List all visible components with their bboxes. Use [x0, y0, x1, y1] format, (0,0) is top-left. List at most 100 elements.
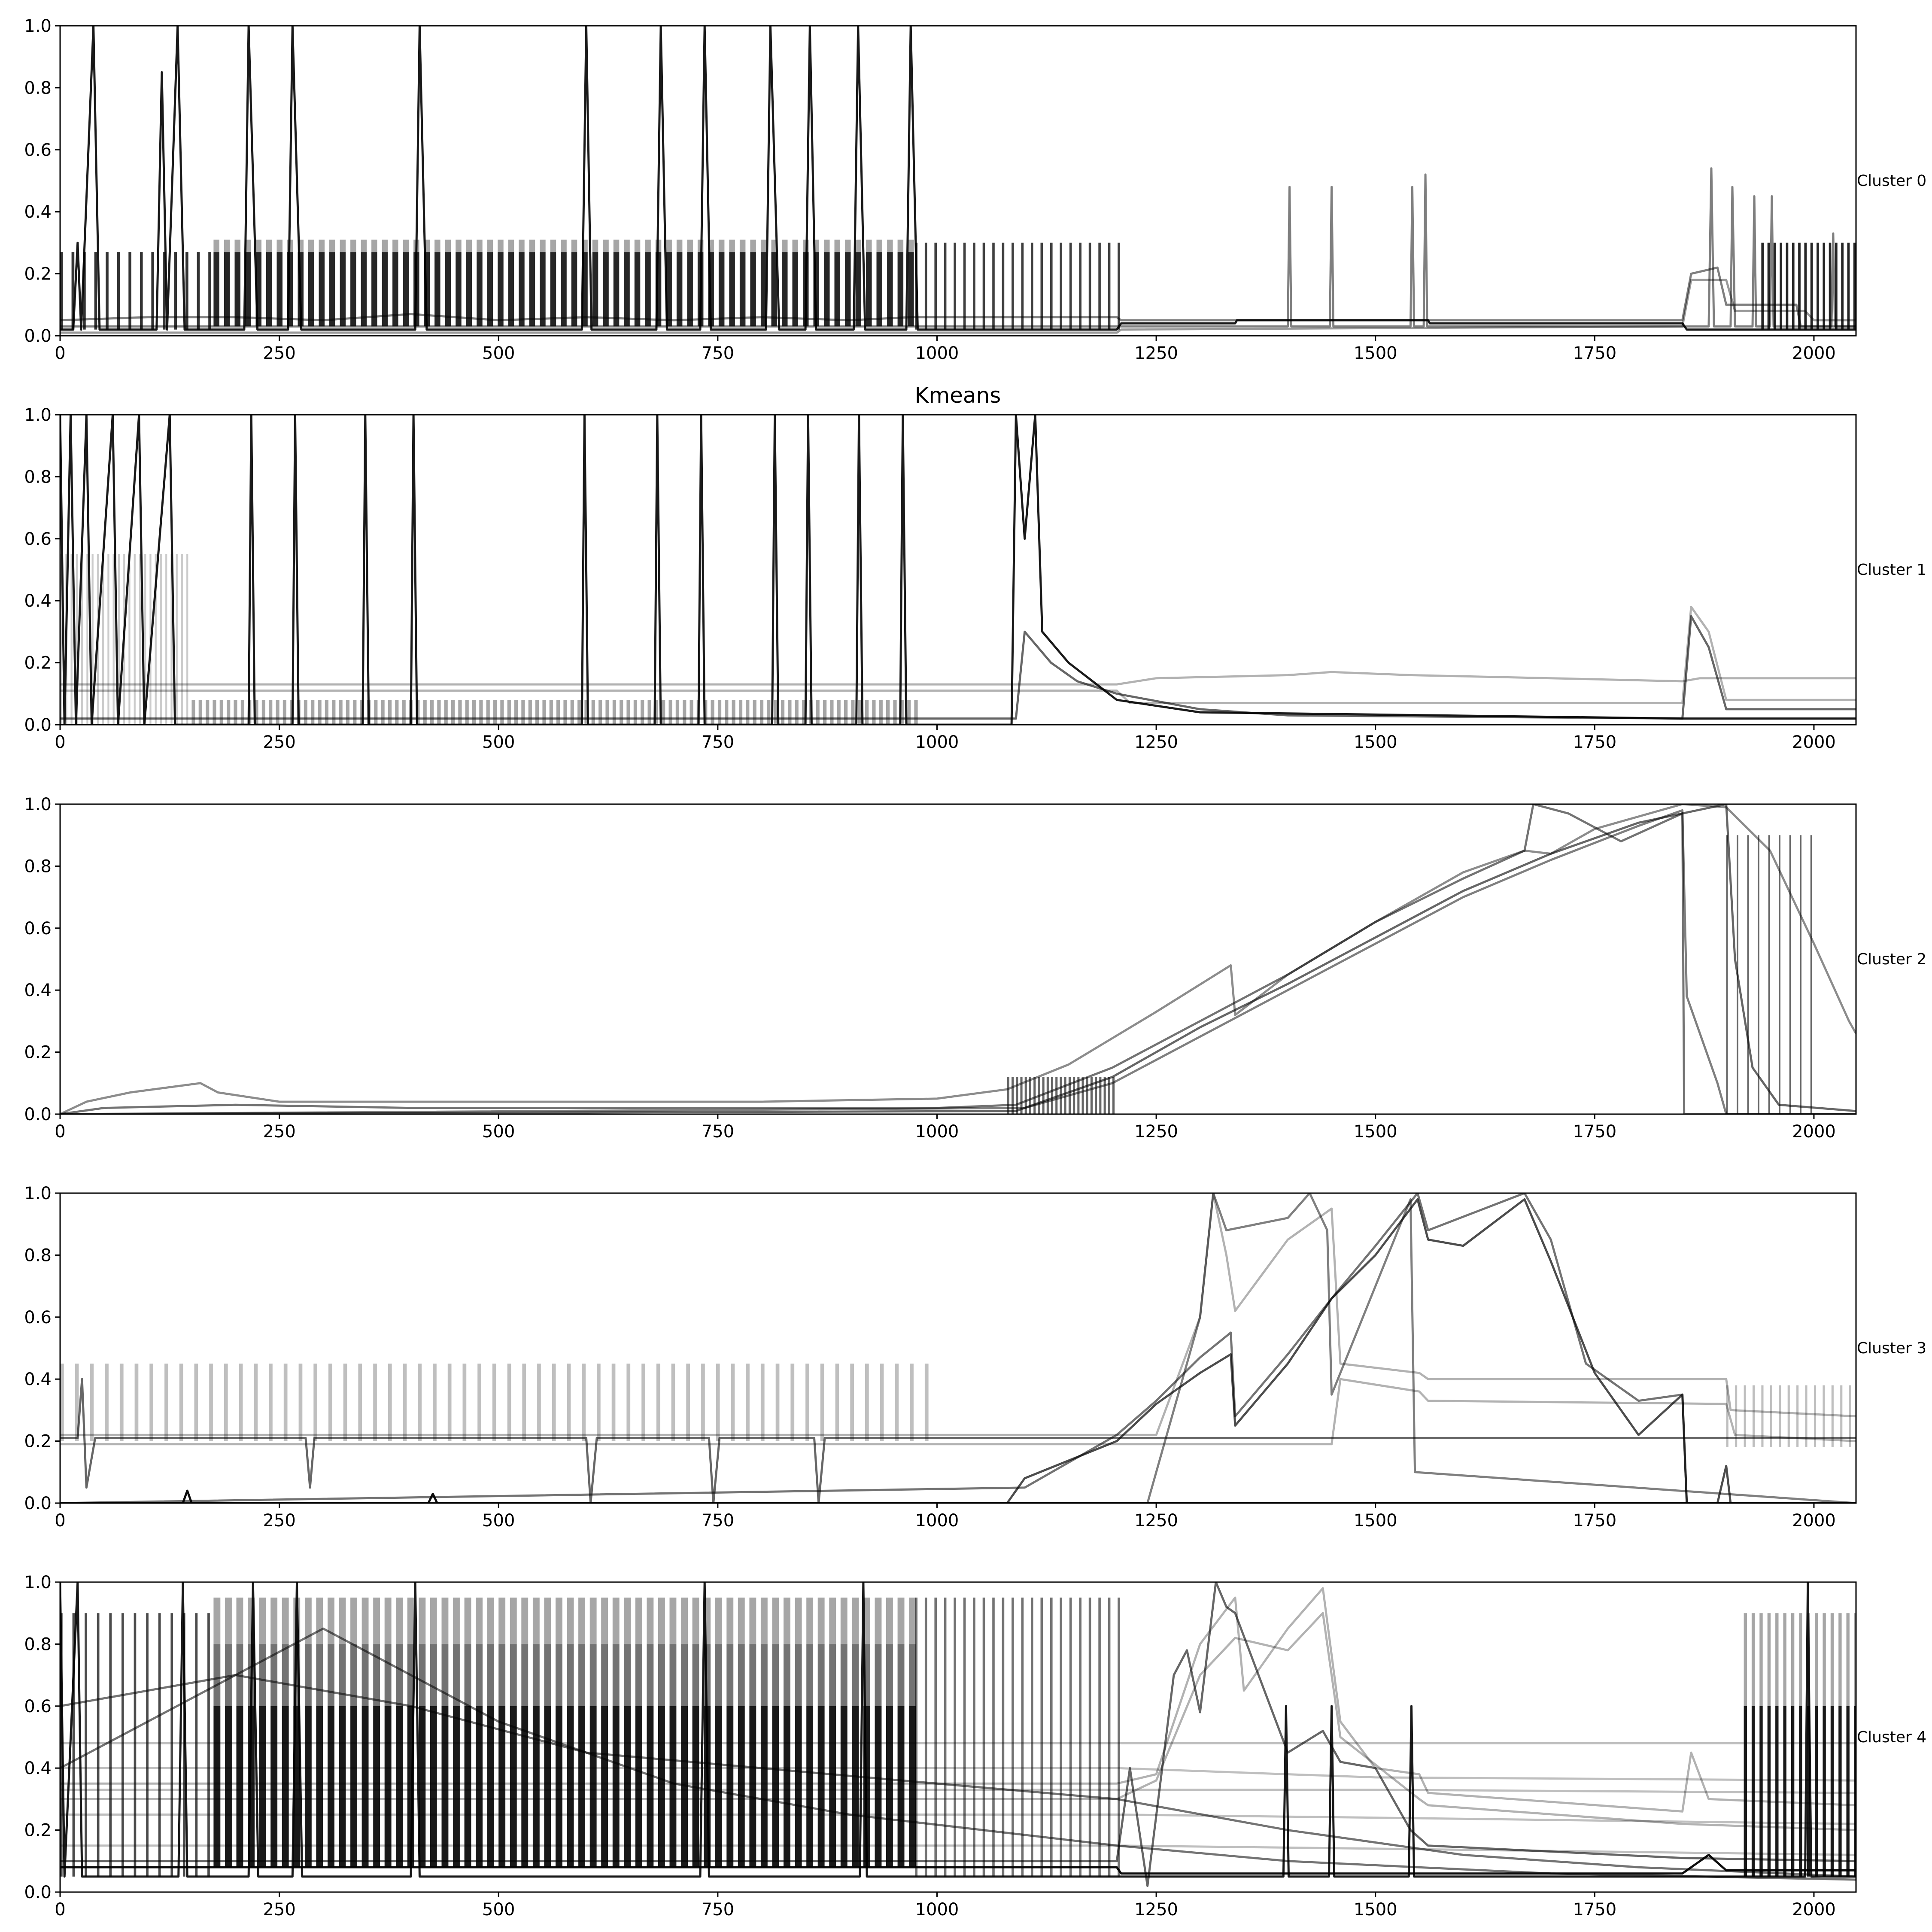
- x-tick-label: 1250: [1134, 1122, 1178, 1142]
- x-tick-label: 500: [482, 343, 515, 363]
- y-tick-label: 0.0: [24, 1883, 52, 1902]
- series-line: [60, 804, 1856, 1114]
- x-tick-label: 0: [55, 732, 65, 752]
- x-tick-label: 1500: [1354, 732, 1397, 752]
- series-line: [60, 1489, 1856, 1503]
- x-tick-label: 1000: [915, 1900, 959, 1920]
- x-tick-label: 750: [702, 1900, 734, 1920]
- y-tick-label: 0.8: [24, 1245, 52, 1265]
- y-tick-label: 1.0: [24, 795, 52, 814]
- y-tick-label: 0.6: [24, 1308, 52, 1327]
- series-line: [60, 1582, 1856, 1878]
- x-tick-label: 250: [263, 343, 295, 363]
- series-line: [60, 671, 1856, 686]
- x-tick-label: 1500: [1354, 1511, 1397, 1531]
- series-line: [60, 1193, 1856, 1436]
- y-tick-label: 0.4: [24, 591, 52, 611]
- series-line: [60, 1193, 1856, 1503]
- cluster-label: Cluster 3: [1857, 1340, 1926, 1357]
- axes-frame: [59, 1192, 1857, 1504]
- y-tick-label: 0.4: [24, 1759, 52, 1778]
- x-tick-label: 250: [263, 732, 295, 752]
- plot-area: [60, 415, 1856, 725]
- cluster-label: Cluster 1: [1857, 561, 1926, 579]
- series-line: [60, 1587, 1856, 1813]
- spike-band: [1744, 1706, 1856, 1877]
- series-line: [60, 1767, 1856, 1782]
- spike-band: [915, 243, 1120, 330]
- y-tick-label: 0.2: [24, 653, 52, 673]
- series-line: [60, 1789, 1856, 1794]
- y-tick-label: 0.8: [24, 78, 52, 98]
- x-tick-label: 1500: [1354, 1122, 1397, 1142]
- series-line: [60, 1193, 1856, 1503]
- series-line: [60, 1612, 1856, 1832]
- y-tick-label: 0.6: [24, 529, 52, 549]
- x-tick-label: 2000: [1792, 1900, 1836, 1920]
- x-tick-label: 0: [55, 1511, 65, 1531]
- axes-frame: [59, 25, 1857, 337]
- x-tick-label: 1000: [915, 1122, 959, 1142]
- cluster-label: Cluster 2: [1857, 951, 1926, 968]
- x-tick-label: 1500: [1354, 1900, 1397, 1920]
- x-tick-label: 2000: [1792, 1122, 1836, 1142]
- x-tick-label: 1250: [1134, 1511, 1178, 1531]
- cluster-panel: 0 250 500 750 1000 1250 1500 1750 2000 0.0 0.2 0.4 0…: [24, 795, 1926, 1142]
- y-tick-label: 0.2: [24, 1043, 52, 1063]
- y-tick-label: 0.0: [24, 326, 52, 346]
- x-tick-label: 2000: [1792, 1511, 1836, 1531]
- spike-band: [60, 1613, 210, 1877]
- spike-band: [213, 240, 914, 252]
- series-line: [60, 1198, 1856, 1503]
- plot-area: [60, 804, 1856, 1114]
- x-tick-label: 1000: [915, 1511, 959, 1531]
- series-line: [60, 1853, 1856, 1875]
- y-tick-label: 0.4: [24, 202, 52, 222]
- cluster-label: Cluster 0: [1857, 172, 1926, 190]
- y-tick-label: 0.0: [24, 1494, 52, 1513]
- cluster-panel: 0 250 500 750 1000 1250 1500 1750 2000 0.0 0.2 0.4 0…: [24, 1573, 1926, 1920]
- series-line: [60, 809, 1856, 1114]
- series-line: [60, 804, 1856, 1114]
- x-tick-label: 1250: [1134, 1900, 1178, 1920]
- x-tick-label: 750: [702, 1122, 734, 1142]
- series-line: [60, 1814, 1856, 1825]
- spike-band: [213, 252, 914, 327]
- x-tick-label: 500: [482, 1900, 515, 1920]
- y-tick-label: 0.2: [24, 264, 52, 284]
- y-tick-label: 0.6: [24, 1697, 52, 1716]
- spike-band: [1726, 835, 1812, 1114]
- x-tick-label: 1750: [1573, 1511, 1616, 1531]
- x-tick-label: 250: [263, 1511, 295, 1531]
- x-tick-label: 1750: [1573, 343, 1616, 363]
- plot-area: [60, 26, 1856, 334]
- series-line: [60, 167, 1856, 328]
- plot-area: [60, 1193, 1856, 1503]
- y-tick-label: 0.4: [24, 1370, 52, 1389]
- y-tick-label: 0.6: [24, 140, 52, 160]
- x-tick-label: 0: [55, 1122, 65, 1142]
- y-tick-label: 0.6: [24, 919, 52, 939]
- spike-band: [915, 1598, 1120, 1877]
- figure-title: Kmeans: [915, 383, 1001, 408]
- x-tick-label: 250: [263, 1122, 295, 1142]
- series-line: [60, 804, 1856, 1114]
- cluster-panel: 0 250 500 750 1000 1250 1500 1750 2000 0.0 0.2 0.4 0…: [24, 1184, 1926, 1531]
- cluster-label: Cluster 4: [1857, 1728, 1926, 1746]
- spike-band: [213, 1598, 916, 1644]
- series-line: [60, 26, 1856, 331]
- y-tick-label: 1.0: [24, 16, 52, 36]
- spike-band: [1726, 1385, 1851, 1447]
- cluster-panel: 0 250 500 750 1000 1250 1500 1750 2000 0.0 0.2 0.4 0…: [24, 405, 1926, 752]
- x-tick-label: 0: [55, 343, 65, 363]
- y-tick-label: 0.2: [24, 1821, 52, 1841]
- spike-band: [1744, 1613, 1856, 1706]
- spike-band: [60, 1364, 929, 1441]
- cluster-panel: 0 250 500 750 1000 1250 1500 1750 2000 0.0 0.2 0.4 0…: [24, 16, 1926, 363]
- x-tick-label: 500: [482, 732, 515, 752]
- y-tick-label: 0.2: [24, 1432, 52, 1452]
- y-tick-label: 1.0: [24, 1184, 52, 1203]
- x-tick-label: 750: [702, 1511, 734, 1531]
- x-tick-label: 1000: [915, 732, 959, 752]
- series-line: [60, 1378, 1856, 1503]
